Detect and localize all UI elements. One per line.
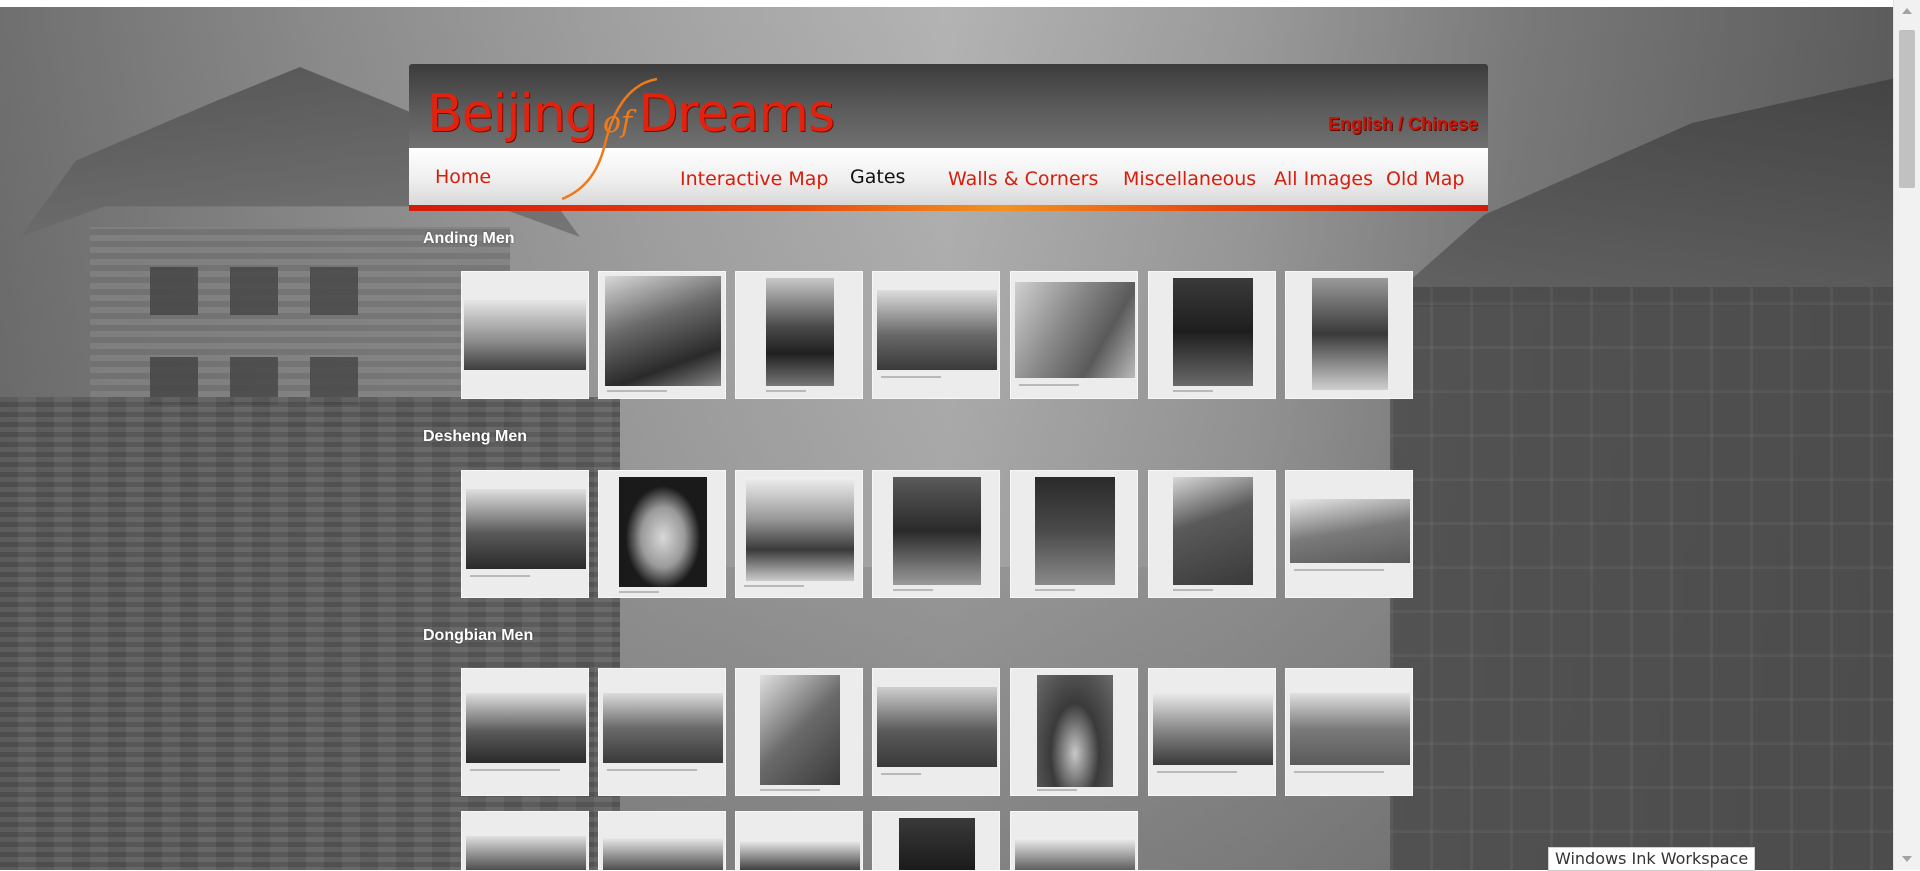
site-header: Beijing of Dreams English / Chinese Home… <box>409 64 1488 211</box>
main-nav: Home Interactive Map Gates Walls & Corne… <box>409 148 1488 205</box>
section-title-desheng-men: Desheng Men <box>423 428 528 445</box>
language-links-text[interactable]: English / Chinese <box>1327 114 1478 134</box>
header-banner: Beijing of Dreams English / Chinese <box>409 64 1488 148</box>
gate-thumbnail[interactable] <box>735 668 863 796</box>
scroll-thumb[interactable] <box>1899 30 1915 188</box>
gate-thumbnail[interactable] <box>872 668 1000 796</box>
gate-thumbnail[interactable] <box>1148 470 1276 598</box>
gate-thumbnail[interactable] <box>735 470 863 598</box>
header-accent-stripe <box>409 205 1488 211</box>
gate-thumbnail[interactable] <box>1285 668 1413 796</box>
background-window <box>310 267 358 315</box>
gate-thumbnail[interactable] <box>1148 668 1276 796</box>
gate-thumbnail[interactable] <box>1148 271 1276 399</box>
gate-thumbnail[interactable] <box>598 470 726 598</box>
nav-gates[interactable]: Gates <box>850 166 906 188</box>
gate-thumbnail[interactable] <box>735 811 863 870</box>
nav-old-map[interactable]: Old Map <box>1386 168 1465 190</box>
gate-thumbnail[interactable] <box>461 271 589 399</box>
gate-thumbnail[interactable] <box>461 811 589 870</box>
scroll-down-arrow-icon[interactable] <box>1902 856 1912 862</box>
gate-thumbnail[interactable] <box>872 271 1000 399</box>
gate-thumbnail[interactable] <box>1010 271 1138 399</box>
nav-walls-corners[interactable]: Walls & Corners <box>948 168 1099 190</box>
scroll-up-arrow-icon[interactable] <box>1902 8 1912 14</box>
background-window <box>150 267 198 315</box>
gate-thumbnail[interactable] <box>1285 271 1413 399</box>
gate-thumbnail[interactable] <box>598 811 726 870</box>
background-building-right <box>1390 287 1894 870</box>
gate-thumbnail[interactable] <box>598 271 726 399</box>
section-title-dongbian-men: Dongbian Men <box>423 627 534 644</box>
gate-thumbnail[interactable] <box>461 668 589 796</box>
nav-home[interactable]: Home <box>435 166 492 188</box>
windows-ink-workspace-tooltip: Windows Ink Workspace <box>1548 847 1756 871</box>
nav-interactive-map[interactable]: Interactive Map <box>680 168 829 190</box>
gate-thumbnail[interactable] <box>872 811 1000 870</box>
site-logo[interactable]: Beijing of Dreams <box>427 82 835 144</box>
logo-word-dreams: Dreams <box>638 84 835 144</box>
gate-thumbnail[interactable] <box>461 470 589 598</box>
gate-thumbnail[interactable] <box>1285 470 1413 598</box>
gate-thumbnail[interactable] <box>735 271 863 399</box>
gate-thumbnail[interactable] <box>1010 811 1138 870</box>
logo-swoosh-icon <box>561 77 658 201</box>
gate-thumbnail[interactable] <box>598 668 726 796</box>
nav-miscellaneous[interactable]: Miscellaneous <box>1123 168 1257 190</box>
logo-word-beijing: Beijing <box>427 84 598 144</box>
language-switch[interactable]: English / Chinese <box>1328 114 1478 135</box>
gate-thumbnail[interactable] <box>1010 668 1138 796</box>
gate-thumbnail[interactable] <box>872 470 1000 598</box>
section-title-anding-men: Anding Men <box>423 230 515 247</box>
page-scrollbar[interactable] <box>1893 0 1920 870</box>
nav-all-images[interactable]: All Images <box>1274 168 1373 190</box>
background-window <box>230 267 278 315</box>
gate-thumbnail[interactable] <box>1010 470 1138 598</box>
